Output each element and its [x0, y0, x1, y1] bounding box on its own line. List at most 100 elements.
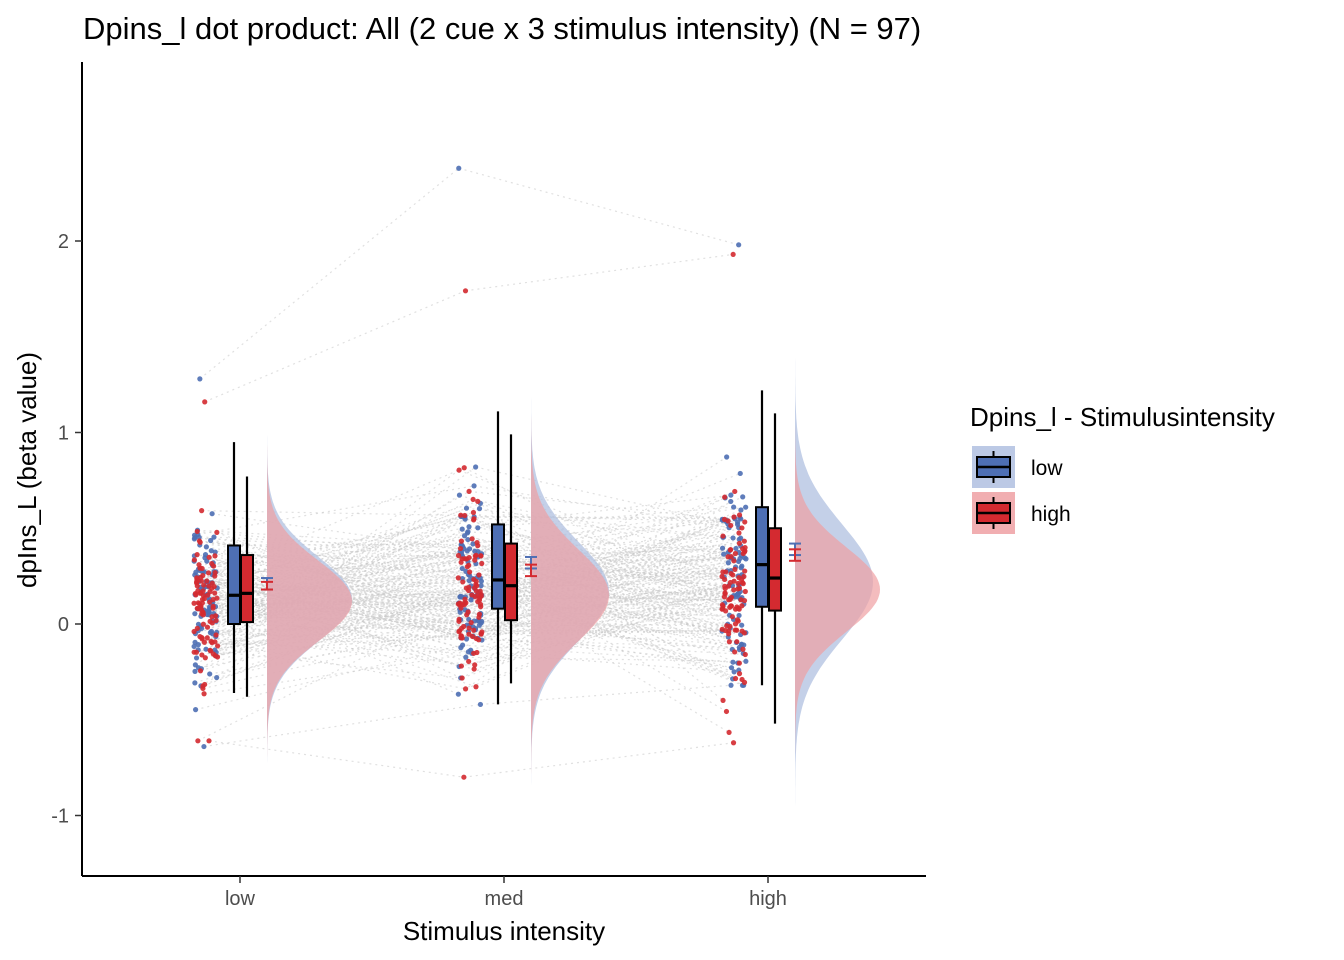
- connector-line: [469, 552, 744, 573]
- connector-line: [194, 538, 481, 615]
- data-point-high: [728, 546, 734, 553]
- data-point-high: [202, 655, 208, 661]
- connector-line: [202, 600, 478, 604]
- data-point-high: [728, 554, 734, 560]
- data-point-high: [456, 602, 463, 608]
- data-point-low: [728, 665, 735, 671]
- data-point-high: [192, 590, 198, 597]
- data-point-high: [735, 580, 741, 587]
- connector-line: [472, 519, 723, 637]
- connector-line: [464, 516, 735, 604]
- data-point-low: [470, 541, 476, 547]
- data-point-high: [732, 621, 739, 627]
- connector-line: [471, 622, 737, 631]
- legend-label-high: high: [1031, 503, 1071, 526]
- data-point-high: [724, 623, 730, 629]
- data-point-low: [459, 526, 465, 532]
- data-point-high: [458, 663, 464, 669]
- connector-line: [211, 562, 470, 573]
- data-point-low: [192, 707, 199, 713]
- connector-line: [481, 554, 742, 587]
- data-point-high: [199, 611, 205, 617]
- data-point-high: [740, 581, 746, 587]
- connector-line: [194, 611, 469, 653]
- data-point-low: [465, 536, 471, 543]
- connector-line: [476, 605, 732, 654]
- data-point-low: [721, 551, 727, 557]
- connector-line: [473, 589, 734, 654]
- data-point-low: [739, 563, 745, 569]
- connector-line: [476, 551, 745, 640]
- data-point-high: [469, 633, 476, 640]
- data-point-low: [455, 691, 461, 697]
- connector-line: [481, 629, 736, 635]
- data-point-high: [722, 591, 728, 597]
- data-point-low: [192, 639, 198, 645]
- data-point-low: [202, 551, 209, 558]
- data-point-high: [471, 576, 477, 583]
- legend-title: Dpins_l - Stimulusintensity: [970, 402, 1275, 432]
- connector-line: [208, 511, 474, 587]
- data-point-high: [725, 518, 731, 524]
- connector-line: [206, 546, 477, 597]
- data-point-high: [719, 602, 726, 608]
- data-point-high: [741, 538, 747, 544]
- connector-line: [458, 500, 732, 695]
- data-point-low: [204, 608, 210, 614]
- connector-line: [209, 555, 481, 603]
- data-point-high: [476, 637, 482, 643]
- connector-line: [197, 530, 477, 556]
- data-point-low: [738, 642, 745, 648]
- data-point-high: [728, 522, 734, 529]
- data-point-high: [191, 628, 197, 635]
- data-point-high: [467, 569, 473, 575]
- data-point-high: [201, 691, 207, 697]
- data-point-low: [458, 645, 464, 651]
- connector-line: [479, 613, 738, 621]
- data-point-high: [200, 592, 206, 599]
- connector-line: [196, 581, 463, 653]
- connector-line: [464, 535, 741, 599]
- connector-line: [215, 614, 467, 657]
- data-point-low: [736, 242, 742, 248]
- data-point-high: [731, 578, 737, 584]
- data-point-high: [476, 611, 483, 617]
- data-point-low: [730, 535, 736, 541]
- data-point-high: [201, 582, 207, 588]
- data-point-high: [732, 675, 739, 682]
- data-point-high: [457, 545, 464, 552]
- connector-line: [214, 575, 476, 586]
- connector-line: [215, 564, 469, 574]
- data-point-high: [212, 590, 218, 596]
- data-point-high: [194, 625, 200, 631]
- connector-line: [480, 502, 744, 605]
- data-point-low: [730, 659, 736, 665]
- data-point-high: [459, 675, 465, 681]
- data-point-low: [475, 525, 481, 531]
- data-point-high: [215, 643, 221, 649]
- connector-line: [472, 590, 741, 598]
- data-point-high: [736, 660, 742, 666]
- density-clouds: [267, 323, 880, 841]
- connector-line: [463, 742, 734, 778]
- connector-line: [480, 555, 729, 632]
- data-point-high: [723, 708, 730, 715]
- data-point-low: [738, 507, 744, 513]
- data-point-high: [459, 625, 465, 631]
- data-point-high: [735, 605, 741, 611]
- data-point-low: [197, 376, 203, 382]
- connector-line: [206, 580, 480, 615]
- data-point-low: [201, 743, 207, 750]
- data-point-high: [197, 668, 204, 674]
- connector-line: [202, 631, 460, 690]
- data-point-high: [455, 575, 461, 581]
- connector-line: [463, 516, 741, 520]
- connector-line: [216, 634, 463, 639]
- data-point-high: [472, 557, 478, 563]
- connector-line: [481, 572, 732, 633]
- connector-line: [212, 564, 473, 598]
- data-point-high: [458, 633, 464, 639]
- data-point-high: [194, 552, 200, 558]
- connector-line: [213, 598, 459, 605]
- data-point-high: [212, 553, 218, 559]
